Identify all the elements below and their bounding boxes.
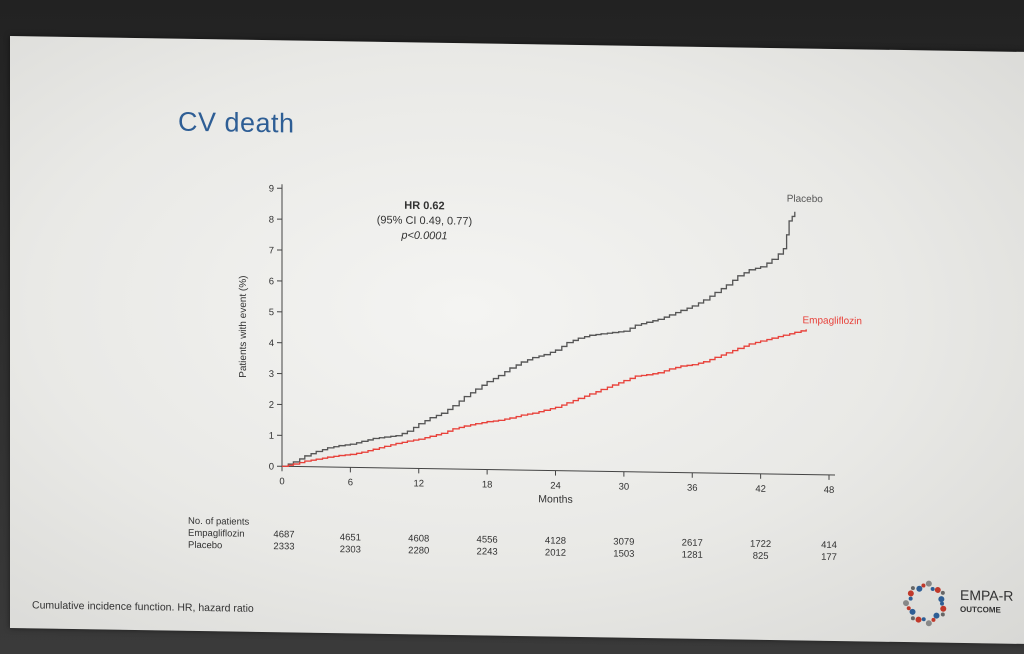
logo-dot <box>940 612 945 617</box>
logo-dot <box>925 580 932 587</box>
x-tick-label: 42 <box>755 484 766 495</box>
table-cell: 177 <box>821 551 837 563</box>
table-cell: 1722 <box>750 538 772 550</box>
table-cell: 1503 <box>613 548 635 560</box>
slide: CV death 0 1 2 3 4 5 6 7 8 9 0 6 12 18 24 30 36 42 48 Mont… <box>10 36 1024 644</box>
table-header: No. of patients <box>188 515 250 528</box>
table-cell: 1281 <box>681 549 703 561</box>
y-tick-label: 4 <box>269 338 274 349</box>
table-cell: 825 <box>752 550 769 562</box>
x-tick-label: 36 <box>687 483 698 494</box>
table-cell: 2243 <box>476 546 498 558</box>
y-tick-label: 9 <box>269 184 274 195</box>
table-cell: 4556 <box>476 534 498 546</box>
logo-dot <box>903 600 909 607</box>
table-cell: 414 <box>821 539 837 551</box>
x-axis-line <box>282 465 835 476</box>
logo-dot <box>933 612 940 619</box>
logo-dot <box>921 617 926 622</box>
logo-ring-icon <box>903 580 947 627</box>
logo-dot <box>940 590 945 595</box>
y-tick-label: 5 <box>269 307 274 318</box>
table-cell: 2303 <box>339 544 361 556</box>
logo-line1: EMPA-R <box>960 586 1014 604</box>
chart-lines <box>282 211 807 468</box>
logo-dot <box>906 606 911 611</box>
series-label-placebo: Placebo <box>787 194 824 206</box>
table-row-label-placebo: Placebo <box>188 539 223 552</box>
logo-dot <box>931 617 936 622</box>
logo-dot <box>915 616 922 623</box>
empa-reg-logo: EMPA-R OUTCOME <box>900 578 1024 632</box>
logo-dot <box>916 585 923 592</box>
table-cell: 2280 <box>408 545 430 557</box>
series-line-empagliflozin <box>282 329 807 468</box>
table-cell: 2617 <box>681 537 703 549</box>
y-tick-label: 6 <box>269 276 274 287</box>
y-tick-label: 0 <box>269 462 274 473</box>
x-tick-label: 6 <box>348 477 353 488</box>
logo-dot <box>938 596 945 603</box>
table-cell: 2333 <box>273 541 295 553</box>
logo-dot <box>909 608 916 615</box>
x-tick-label: 0 <box>279 476 284 487</box>
y-tick-label: 8 <box>269 214 274 225</box>
logo-dot <box>940 601 944 606</box>
x-tick-label: 24 <box>550 480 561 491</box>
logo-dot <box>910 616 915 621</box>
table-row-label-empagliflozin: Empagliflozin <box>188 527 245 540</box>
logo-dot <box>940 605 947 612</box>
x-tick-label: 18 <box>482 479 493 490</box>
annotation-p: p<0.0001 <box>400 230 447 243</box>
logo-dot <box>910 586 915 591</box>
logo-dot <box>925 620 932 627</box>
logo-dot <box>921 583 926 588</box>
annotation-hr: HR 0.62 <box>404 200 444 213</box>
logo-dot <box>930 586 935 591</box>
series-label-empagliflozin: Empagliflozin <box>802 315 861 327</box>
y-tick-label: 1 <box>269 431 274 442</box>
table-cell: 4128 <box>544 535 567 547</box>
y-tick-label: 3 <box>269 369 274 380</box>
logo-dot <box>934 586 941 593</box>
logo-dot <box>908 596 913 601</box>
table-cell: 2012 <box>544 547 567 559</box>
table-cell: 3079 <box>613 536 635 548</box>
table-cell: 4651 <box>339 532 361 544</box>
y-axis-label: Patients with event (%) <box>238 275 249 377</box>
x-tick-label: 48 <box>824 485 835 496</box>
series-line-placebo <box>282 211 796 468</box>
x-tick-label: 30 <box>619 482 630 493</box>
table-cell: 4608 <box>408 533 430 545</box>
logo-dot <box>907 590 914 597</box>
chart-labels: Months Patients with event (%) Placebo Empa… <box>238 194 862 506</box>
x-axis-label: Months <box>538 493 572 506</box>
annotation-ci: (95% CI 0.49, 0.77) <box>377 214 472 227</box>
y-tick-label: 7 <box>269 245 274 256</box>
table-cell: 4687 <box>273 529 295 541</box>
y-tick-label: 2 <box>269 400 274 411</box>
x-tick-label: 12 <box>413 478 424 489</box>
logo-line2: OUTCOME <box>960 604 1001 615</box>
